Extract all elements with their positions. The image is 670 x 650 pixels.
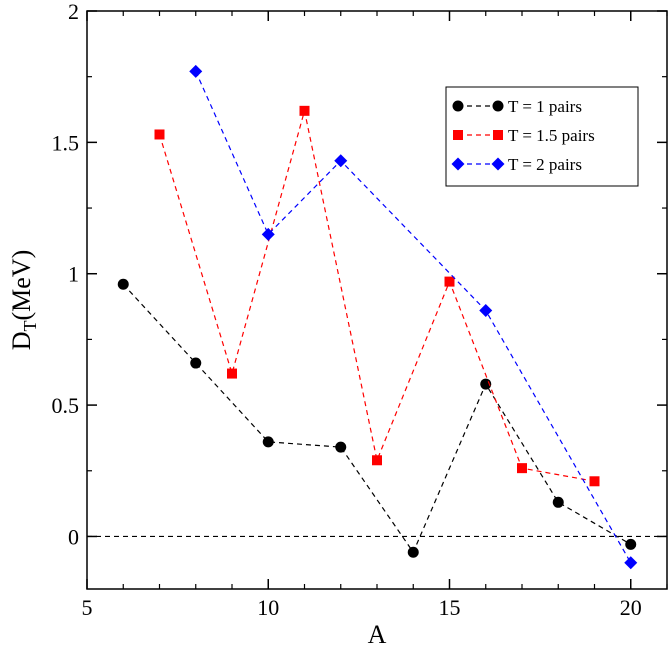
series-2-point [589, 476, 600, 487]
y-axis-title-unit: (MeV) [7, 250, 36, 321]
series-2-point [372, 455, 382, 466]
y-tick-label: 2 [68, 0, 79, 24]
series-1-point [407, 546, 419, 558]
legend-label-2: T = 1.5 pairs [508, 126, 595, 145]
x-tick-label: 20 [620, 595, 642, 620]
y-tick-label: 0 [68, 524, 79, 549]
series-2-point [299, 105, 310, 116]
series-1-line [122, 283, 632, 554]
series-1-point [625, 538, 637, 550]
x-tick-label: 15 [439, 595, 461, 620]
series-1-point [262, 436, 274, 448]
series-3-point [479, 304, 493, 318]
legend-label-3: T = 2 pairs [508, 155, 582, 174]
x-tick-label: 10 [257, 595, 279, 620]
y-axis-title-main: D [7, 331, 36, 350]
series-1-point [190, 357, 202, 369]
legend-marker-1-left [452, 100, 464, 112]
legend-label-1: T = 1 pairs [508, 97, 582, 116]
y-tick-label: 0.5 [52, 393, 80, 418]
y-axis-title: DT(MeV) [7, 250, 40, 351]
series-1-point [335, 441, 347, 453]
legend-marker-3-left [451, 157, 465, 171]
x-axis-title: A [368, 620, 387, 649]
y-tick-label: 1 [68, 262, 79, 287]
legend-marker-1-right [492, 100, 504, 112]
y-tick-label: 1.5 [52, 130, 80, 155]
series-2-point [227, 368, 237, 379]
series-3-point [261, 227, 275, 241]
legend-marker-2-left [453, 130, 463, 140]
series-3-point [334, 154, 348, 168]
legend-box [445, 86, 639, 187]
series-1-point [117, 278, 129, 290]
y-axis-title-sub: T [20, 320, 40, 331]
series-3-point [624, 556, 638, 570]
series-1-point [552, 496, 564, 508]
series-2-point [444, 276, 455, 287]
series-3-point [189, 64, 203, 78]
legend-marker-3-right [491, 157, 505, 171]
legend: T = 1 pairs T = 1.5 pairs T = 2 pairs [445, 86, 639, 187]
series-2-point [517, 463, 527, 474]
legend-marker-2-right [493, 130, 503, 140]
series-2-point [154, 129, 165, 140]
x-tick-label: 5 [82, 595, 93, 620]
